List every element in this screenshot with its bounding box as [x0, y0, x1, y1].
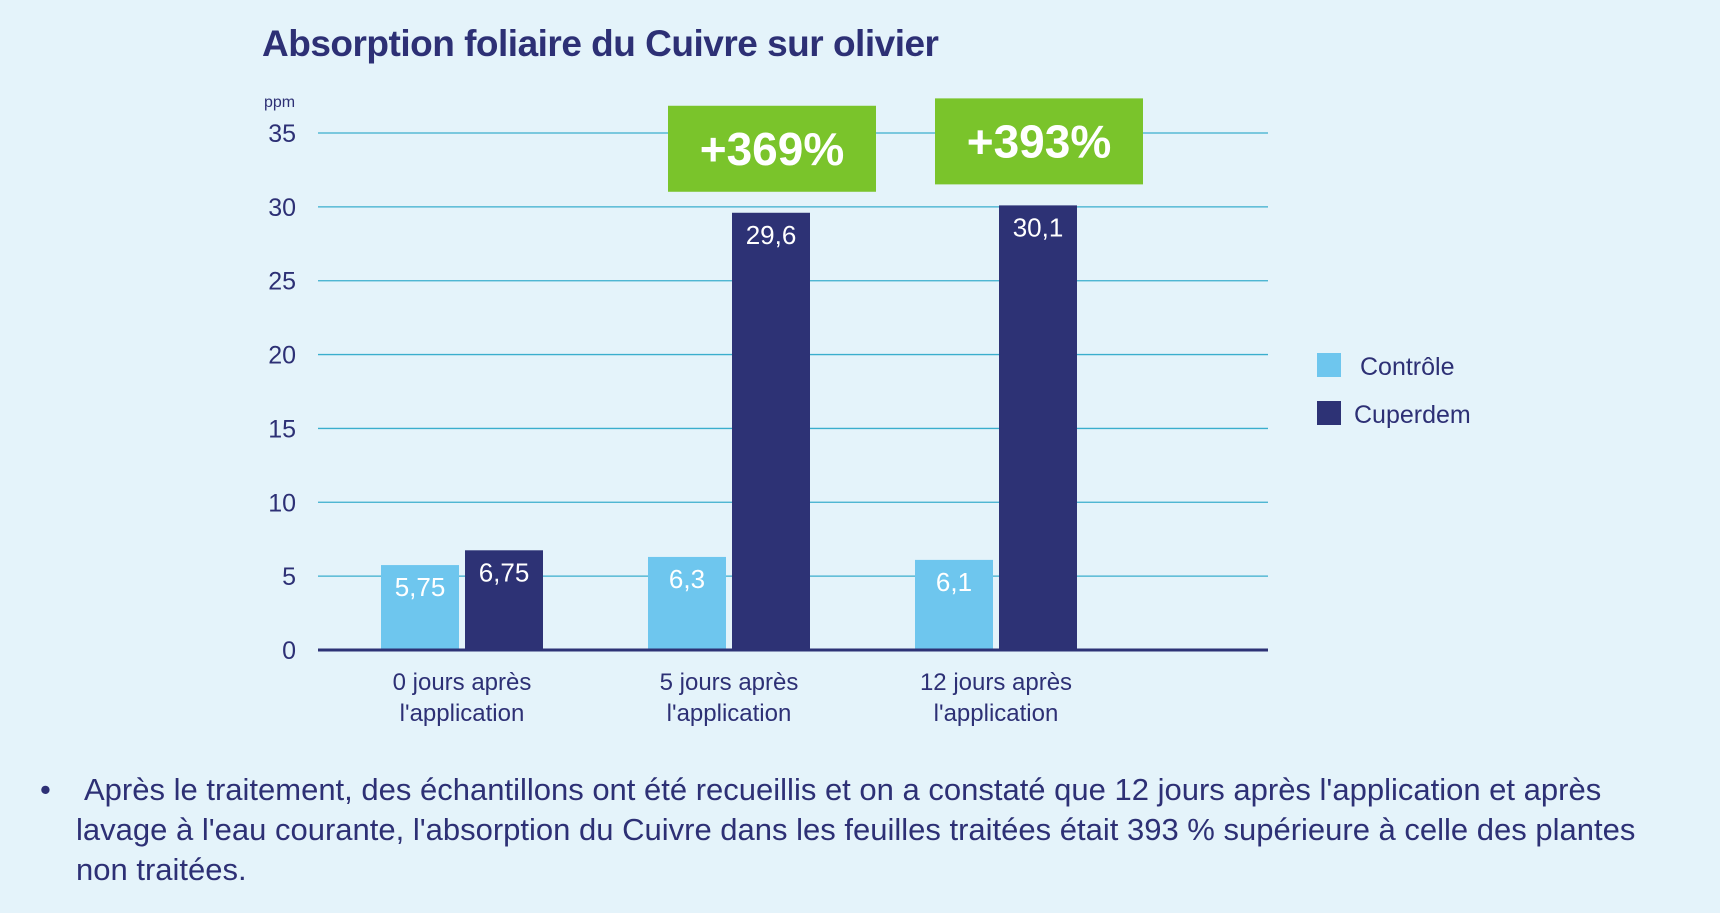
bars: 5,75 6,75 6,3 29,6 6,1 30,1	[381, 205, 1077, 650]
summary-note: • Après le traitement, des échantillons …	[40, 770, 1685, 890]
bar-0-0	[381, 565, 459, 650]
x-category-label: l'application	[400, 700, 525, 727]
legend-swatch	[1317, 353, 1341, 377]
y-tick-label: 15	[268, 415, 296, 443]
copper-absorption-chart: Absorption foliaire du Cuivre sur olivie…	[262, 23, 1471, 727]
bullet-icon: •	[40, 772, 51, 807]
y-tick-label: 35	[268, 120, 296, 148]
percentage-badge-label: +369%	[700, 123, 845, 175]
x-category-label: 12 jours après	[920, 669, 1072, 696]
legend-swatch	[1317, 401, 1341, 425]
legend-label: Cuperdem	[1354, 401, 1471, 429]
x-category-label: 0 jours après	[393, 669, 532, 696]
bar-1-1	[732, 212, 810, 650]
legend-label: Contrôle	[1360, 353, 1455, 381]
bar-value-label: 6,75	[479, 557, 530, 587]
y-tick-label: 0	[282, 637, 296, 665]
chart-title: Absorption foliaire du Cuivre sur olivie…	[262, 23, 939, 64]
y-tick-label: 10	[268, 489, 296, 517]
y-tick-label: 5	[282, 563, 296, 591]
bar-1-2	[999, 205, 1077, 650]
x-axis-categories: 0 jours après l'application 5 jours après l…	[393, 669, 1072, 727]
bar-1-0	[465, 550, 543, 650]
percentage-badges: +369% +393%	[668, 98, 1143, 192]
percentage-badge	[935, 98, 1143, 185]
bar-0-2	[915, 559, 993, 650]
percentage-badge	[668, 105, 876, 192]
percentage-badge-label: +393%	[967, 115, 1112, 167]
y-tick-label: 30	[268, 194, 296, 222]
bar-value-label: 6,3	[669, 564, 705, 594]
summary-note-text: Après le traitement, des échantillons on…	[76, 772, 1636, 887]
bar-value-label: 30,1	[1013, 212, 1064, 242]
y-tick-label: 20	[268, 342, 296, 370]
bar-value-label: 5,75	[395, 572, 446, 602]
bar-value-label: 29,6	[746, 220, 797, 250]
y-axis-ticks: 0 5 10 15 20 25 30 35	[268, 120, 296, 665]
x-category-label: l'application	[934, 700, 1059, 727]
bar-value-label: 6,1	[936, 567, 972, 597]
y-axis-unit-label: ppm	[264, 94, 295, 111]
bar-0-1	[648, 556, 726, 650]
x-category-label: 5 jours après	[660, 669, 799, 696]
legend: Contrôle Cuperdem	[1317, 353, 1471, 429]
x-category-label: l'application	[667, 700, 792, 727]
y-tick-label: 25	[268, 268, 296, 296]
